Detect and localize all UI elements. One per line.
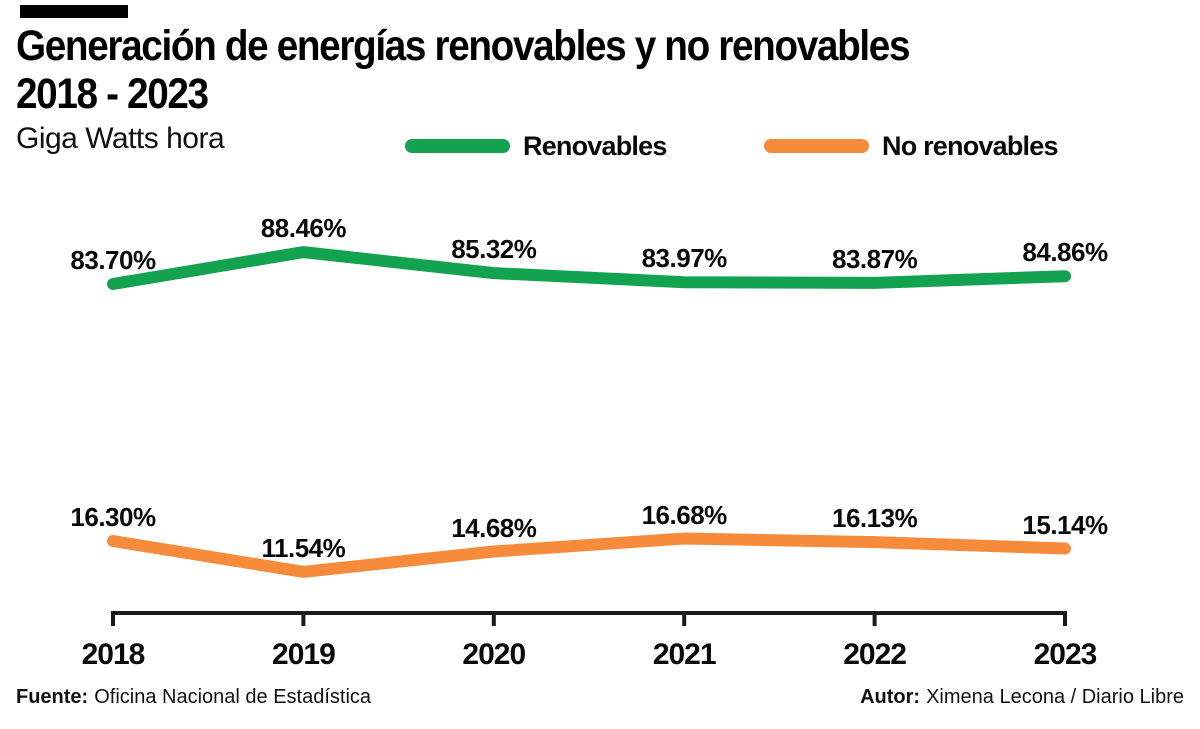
axis-tick-label: 2022: [843, 638, 907, 671]
data-label: 83.97%: [641, 243, 728, 274]
data-label: 16.68%: [641, 499, 728, 530]
axis-tick-label: 2021: [652, 638, 717, 671]
legend-swatch-renovables-icon: [405, 139, 510, 153]
legend-label: No renovables: [882, 131, 1058, 161]
data-label: 88.46%: [260, 213, 347, 244]
axis-tick-label: 2018: [81, 638, 146, 671]
axis-tick-label: 2023: [1033, 638, 1098, 671]
data-label: 83.70%: [70, 245, 156, 275]
chart-title: Generación de energías renovables y no r…: [16, 22, 910, 118]
x-axis: [111, 611, 1067, 626]
legend-item-no-renovables: No renovables: [764, 130, 1058, 162]
source-label: Fuente:: [16, 686, 89, 708]
source-note: Fuente: Oficina Nacional de Estadística: [16, 686, 371, 709]
axis-tick-label: 2019: [272, 638, 336, 671]
axis-tick-label: 2020: [462, 638, 526, 671]
source-text: Oficina Nacional de Estadística: [94, 686, 372, 708]
title-line-1: Generación de energías renovables y no r…: [16, 22, 910, 70]
legend-item-renovables: Renovables: [405, 130, 667, 162]
legend-label: Renovables: [523, 131, 667, 161]
data-label: 14.68%: [451, 512, 537, 543]
data-label: 15.14%: [1022, 509, 1108, 540]
author-text: Ximena Lecona / Diario Libre: [926, 686, 1184, 708]
legend-swatch-no-renovables-icon: [764, 139, 869, 153]
data-label: 16.13%: [832, 503, 918, 534]
title-line-2: 2018 - 2023: [16, 70, 209, 118]
data-label: 85.32%: [451, 234, 537, 265]
kicker-bar: [20, 5, 128, 18]
series-line-renovables: [107, 246, 1071, 290]
author-note: Autor: Ximena Lecona / Diario Libre: [860, 686, 1184, 709]
data-label: 11.54%: [261, 532, 346, 563]
data-label: 83.87%: [832, 243, 918, 274]
data-label: 16.30%: [70, 502, 156, 532]
author-label: Autor:: [860, 686, 921, 708]
data-label: 84.86%: [1022, 237, 1108, 268]
series-line-no-renovables: [107, 532, 1071, 578]
axis-unit-label: Giga Watts hora: [16, 122, 225, 155]
